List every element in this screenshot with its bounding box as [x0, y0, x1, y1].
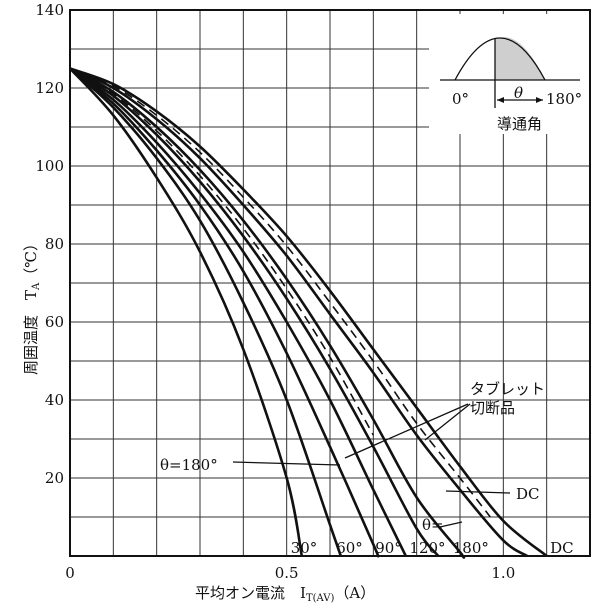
series-line-6: [69, 67, 466, 559]
inset-conduction-angle: 0° θ 180° 導通角: [429, 14, 589, 134]
y-tick-label: 20: [45, 469, 64, 487]
annotation-tablet-line1: タブレット: [470, 380, 545, 398]
series-line-3: [69, 67, 407, 557]
pointer-dc: [445, 490, 511, 494]
curves: [69, 67, 548, 559]
inset-arrowhead-left: [497, 97, 504, 103]
pointer-tablet-a: [344, 403, 469, 459]
series-line-0: [69, 67, 304, 557]
series-line-7: [69, 67, 548, 558]
x-tick-label: 1.0: [491, 564, 515, 582]
series-line-9: [69, 67, 491, 518]
series-line-4: [69, 67, 440, 557]
series-label: 60°: [336, 539, 363, 557]
inset-arrowhead-right: [536, 97, 543, 103]
series-label: 90°: [375, 539, 402, 557]
y-tick-label: 140: [35, 1, 64, 19]
annotation-theta-180: θ=180°: [160, 456, 218, 474]
x-tick-label: 0: [65, 564, 75, 582]
y-axis-title-unit: （℃）: [22, 236, 40, 283]
inset-label-theta: θ: [514, 84, 523, 102]
y-tick-label: 40: [45, 391, 64, 409]
inset-caption: 導通角: [497, 115, 542, 133]
series-label: 30°: [291, 539, 318, 557]
series-line-5: [69, 67, 528, 558]
series-labels: 30° 60° 90° 120° 180° DC: [291, 539, 574, 557]
y-axis-title-subscript: A: [31, 282, 42, 291]
series-line-8: [69, 67, 374, 436]
annotation-tablet-line2: 切断品: [470, 399, 515, 417]
y-tick-label: 80: [45, 235, 64, 253]
annotation-dc: DC: [516, 485, 540, 503]
plot-frame: [69, 9, 591, 557]
inset-shaded-area: [495, 37, 545, 80]
x-axis-title-subscript: T(AV): [306, 593, 335, 604]
inset-sine-wave: [454, 37, 546, 81]
y-tick-label: 60: [45, 313, 64, 331]
x-tick-label: 0.5: [275, 564, 299, 582]
y-tick-label: 120: [35, 79, 64, 97]
pointer-theta-eq: [439, 521, 463, 528]
series-line-1: [69, 67, 343, 557]
series-label: 120°: [409, 539, 445, 557]
pointer-tablet-b: [424, 403, 471, 441]
inset-label-0deg: 0°: [452, 90, 469, 108]
series-line-2: [69, 67, 380, 558]
x-axis-title: 平均オン電流 IT(AV)（A）: [195, 584, 375, 604]
y-axis-title-text: 周囲温度 T: [22, 290, 40, 375]
pointer-theta180-a: [232, 461, 341, 466]
y-axis-title: 周囲温度 TA（℃）: [22, 236, 42, 375]
tick-labels: 0 0.5 1.0 20 40 60 80 100 120 140: [35, 1, 515, 582]
x-axis-title-text: 平均オン電流 I: [195, 584, 306, 602]
inset-label-180deg: 180°: [546, 90, 582, 108]
series-label: DC: [550, 539, 574, 557]
series-label: 180°: [453, 539, 489, 557]
annotation-theta-eq: θ=: [422, 516, 444, 534]
x-axis-title-unit: （A）: [334, 584, 375, 602]
y-tick-label: 100: [35, 157, 64, 175]
annotation-pointers: [232, 403, 511, 528]
